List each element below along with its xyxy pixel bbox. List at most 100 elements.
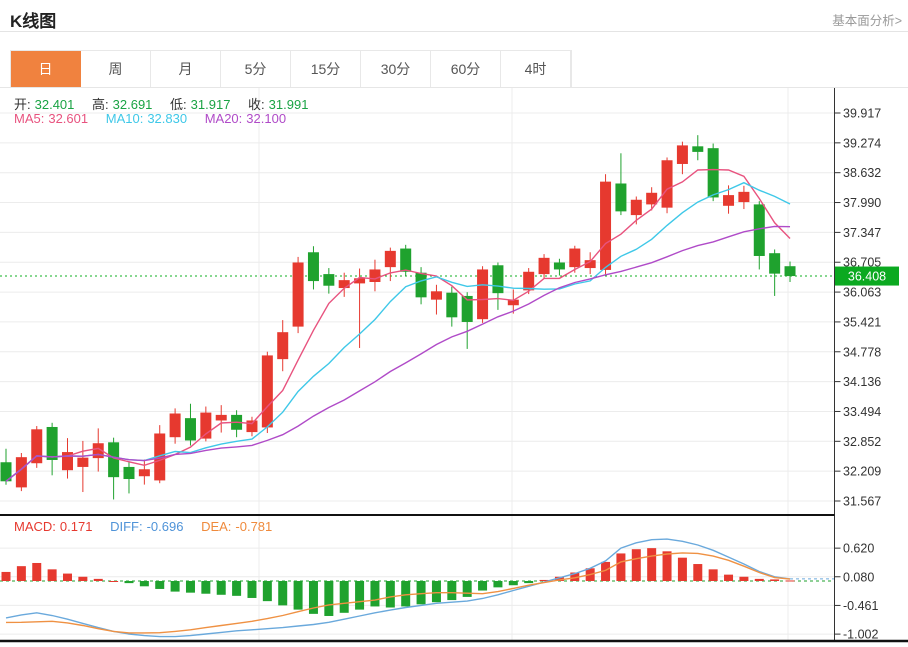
ma5-line — [5, 168, 791, 482]
candle-up — [61, 452, 73, 471]
macd-bar-positive — [78, 576, 88, 581]
candle-up — [31, 429, 43, 464]
price-axis-label: 33.494 — [843, 405, 881, 419]
candle-down — [707, 148, 719, 198]
tab-30min[interactable]: 30分 — [361, 51, 431, 88]
macd-axis-label: 0.620 — [843, 542, 874, 556]
candle-down — [46, 426, 58, 460]
candle-down — [108, 442, 120, 478]
title-divider — [0, 31, 908, 32]
macd-legend: MACD: 0.171 DIFF: -0.696 DEA: -0.781 — [14, 519, 276, 534]
dea-label: DEA: — [201, 519, 232, 534]
dea-value: -0.781 — [235, 519, 273, 534]
macd-bar-negative — [124, 581, 134, 584]
candle-up — [584, 260, 596, 269]
ma10-line — [5, 181, 791, 482]
price-axis-label: 37.347 — [843, 226, 881, 240]
candle-up — [430, 291, 442, 300]
candle-up — [246, 420, 258, 433]
macd-bar-positive — [47, 569, 57, 581]
candle-up — [338, 280, 350, 289]
low-value: 31.917 — [190, 97, 231, 112]
kline-chart-area[interactable]: 39.917 39.274 38.632 37.990 37.347 36.705 36.0… — [0, 88, 908, 647]
candle-down — [753, 204, 765, 256]
macd-bar-negative — [139, 581, 149, 587]
candle-up — [354, 278, 366, 284]
close-value: 31.991 — [268, 97, 309, 112]
macd-bar-positive — [708, 569, 718, 581]
macd-bar-positive — [109, 581, 119, 582]
macd-bar-negative — [385, 581, 395, 608]
macd-bar-negative — [447, 581, 457, 601]
ma20-line — [5, 225, 791, 482]
macd-bar-positive — [677, 557, 687, 581]
tab-15min[interactable]: 15分 — [291, 51, 361, 88]
macd-bar-positive — [693, 564, 703, 581]
tab-day[interactable]: 日 — [11, 51, 81, 88]
macd-bar-positive — [539, 579, 549, 581]
ma20-label: MA20: — [204, 111, 243, 126]
price-axis-label: 36.705 — [843, 256, 881, 270]
macd-bar-negative — [324, 581, 334, 616]
candle-up — [200, 412, 212, 439]
macd-bar-negative — [493, 581, 503, 588]
price-axis-label: 32.852 — [843, 435, 881, 449]
macd-bar-negative — [293, 581, 303, 610]
tab-5min[interactable]: 5分 — [221, 51, 291, 88]
macd-bar-negative — [262, 581, 272, 602]
macd-bar-negative — [247, 581, 257, 598]
low-label: 低: — [170, 97, 187, 112]
macd-bar-negative — [524, 581, 534, 584]
price-axis-label: 36.063 — [843, 286, 881, 300]
ma20-value: 32.100 — [246, 111, 287, 126]
macd-bar-negative — [155, 581, 165, 589]
ma-legend: MA5: 32.601 MA10: 32.830 MA20: 32.100 — [14, 111, 290, 126]
tab-week[interactable]: 周 — [81, 51, 151, 88]
current-price-tag — [835, 266, 899, 286]
candle-up — [630, 199, 642, 216]
price-axis-label: 32.209 — [843, 465, 881, 479]
macd-bar-positive — [662, 551, 672, 581]
candle-down — [0, 462, 12, 482]
tab-4hour[interactable]: 4时 — [501, 51, 571, 88]
tab-month[interactable]: 月 — [151, 51, 221, 88]
candle-up — [369, 269, 381, 283]
ma5-label: MA5: — [14, 111, 45, 126]
macd-bar-positive — [1, 571, 11, 581]
candle-up — [569, 248, 581, 268]
candle-down — [492, 265, 504, 294]
candle-up — [138, 469, 150, 477]
price-axis-label: 37.990 — [843, 196, 881, 210]
candle-down — [307, 252, 319, 282]
diff-line — [5, 538, 791, 638]
macd-bar-negative — [416, 581, 426, 605]
macd-value: 0.171 — [59, 519, 93, 534]
candle-down — [784, 266, 796, 277]
candle-up — [538, 257, 550, 275]
fundamental-analysis-link[interactable]: 基本面分析> — [832, 14, 902, 28]
macd-bar-negative — [355, 581, 365, 610]
macd-bar-negative — [431, 581, 441, 603]
candle-up — [676, 145, 688, 164]
macd-bar-negative — [185, 581, 195, 593]
candle-down — [461, 295, 473, 322]
candle-up — [77, 457, 89, 467]
diff-label: DIFF: — [110, 519, 143, 534]
macd-bar-positive — [616, 553, 626, 581]
open-value: 32.401 — [34, 97, 75, 112]
macd-bar-negative — [370, 581, 380, 607]
candle-down — [615, 183, 627, 212]
macd-bar-negative — [232, 581, 242, 596]
macd-axis-label: -1.002 — [843, 628, 878, 642]
candle-up — [384, 250, 396, 268]
candle-down — [446, 292, 458, 318]
macd-bar-negative — [201, 581, 211, 594]
candle-up — [661, 160, 673, 208]
candle-up — [738, 191, 750, 203]
candlestick-macd-chart[interactable]: 39.917 39.274 38.632 37.990 37.347 36.705 36.0… — [0, 88, 908, 647]
macd-label: MACD: — [14, 519, 56, 534]
tab-60min[interactable]: 60分 — [431, 51, 501, 88]
candle-up — [507, 299, 519, 306]
high-value: 32.691 — [112, 97, 153, 112]
macd-bar-positive — [554, 576, 564, 581]
